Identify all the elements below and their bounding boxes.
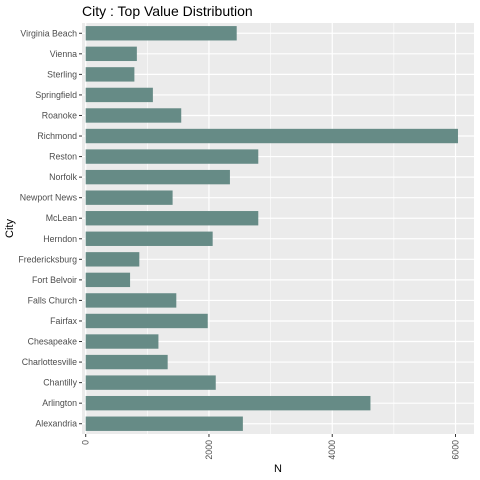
bar bbox=[85, 108, 182, 123]
bar bbox=[85, 252, 140, 267]
bar bbox=[85, 334, 159, 349]
y-tick-label: Arlington bbox=[42, 398, 77, 408]
bar bbox=[85, 149, 259, 164]
y-tick-label: Chantilly bbox=[43, 378, 77, 388]
x-tick-label: 0 bbox=[81, 440, 91, 445]
bar bbox=[85, 395, 371, 411]
y-tick-label: Charlottesville bbox=[22, 357, 77, 367]
y-tick-label: Sterling bbox=[47, 69, 77, 79]
bar bbox=[85, 313, 208, 329]
bar bbox=[85, 190, 173, 205]
y-tick-label: Norfolk bbox=[49, 172, 77, 182]
bar bbox=[85, 211, 259, 226]
y-tick-label: Fredericksburg bbox=[18, 254, 77, 264]
y-tick-label: Fort Belvoir bbox=[32, 275, 77, 285]
bar bbox=[85, 128, 458, 144]
y-tick-label: Springfield bbox=[35, 90, 77, 100]
bar bbox=[85, 375, 216, 390]
bar bbox=[85, 26, 237, 41]
y-tick-label: Herndon bbox=[43, 234, 77, 244]
x-tick-label: 6000 bbox=[451, 440, 461, 460]
y-tick-label: Fairfax bbox=[50, 316, 77, 326]
plot-panel bbox=[82, 23, 474, 434]
bar bbox=[85, 87, 153, 103]
bar bbox=[85, 416, 243, 431]
bar bbox=[85, 231, 213, 246]
y-tick-label: Richmond bbox=[37, 131, 77, 141]
y-tick-label: Reston bbox=[49, 152, 77, 162]
bar bbox=[85, 272, 131, 288]
x-axis-label: N bbox=[274, 463, 282, 475]
y-axis-label: City bbox=[4, 219, 16, 238]
bar bbox=[85, 354, 168, 370]
y-tick-label: Virginia Beach bbox=[20, 28, 77, 38]
x-tick-label: 4000 bbox=[327, 440, 337, 460]
bar bbox=[85, 169, 230, 185]
bar bbox=[85, 67, 135, 82]
x-tick-label: 2000 bbox=[204, 440, 214, 460]
y-tick-label: Newport News bbox=[20, 193, 78, 203]
bar bbox=[85, 293, 177, 308]
chart-title: City : Top Value Distribution bbox=[82, 3, 253, 19]
y-tick-label: McLean bbox=[46, 213, 77, 223]
y-tick-label: Roanoke bbox=[42, 110, 77, 120]
y-tick-label: Falls Church bbox=[28, 295, 77, 305]
bar bbox=[85, 46, 137, 62]
y-tick-label: Vienna bbox=[50, 49, 77, 59]
y-tick-label: Alexandria bbox=[35, 419, 77, 429]
y-tick-label: Chesapeake bbox=[28, 337, 78, 347]
